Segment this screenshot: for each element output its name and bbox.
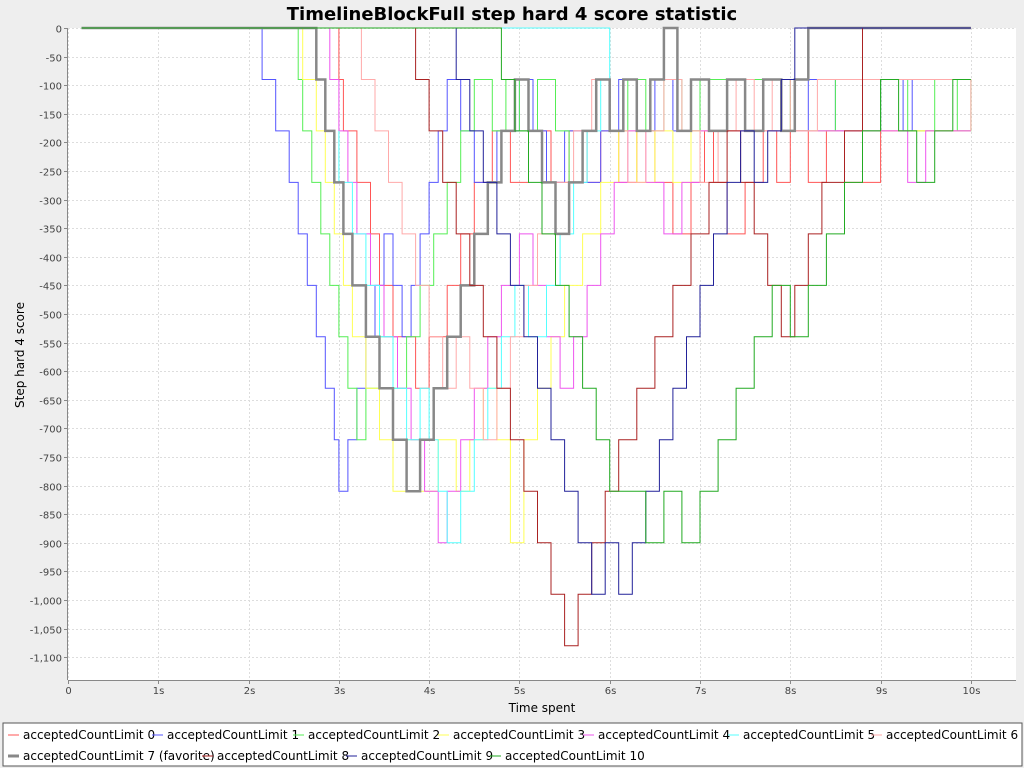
x-tick-label-8: 8s [785, 686, 797, 697]
legend-item-6: acceptedCountLimit 6 [886, 728, 1018, 742]
y-axis-label: Step hard 4 score [13, 302, 27, 408]
x-tick-label-5: 5s [514, 686, 526, 697]
series-line-10 [81, 27, 971, 544]
y-tick-label-7: -350 [39, 225, 62, 236]
legend-item-5: acceptedCountLimit 5 [743, 728, 875, 742]
y-tick-label-8: -400 [39, 254, 62, 265]
y-tick-label-21: -1,050 [30, 626, 62, 637]
y-tick-label-6: -300 [39, 197, 62, 208]
chart-title: TimelineBlockFull step hard 4 score stat… [287, 4, 737, 25]
legend-item-9: acceptedCountLimit 9 [361, 749, 493, 763]
legend-box [2, 722, 1023, 767]
y-tick-label-20: -1,000 [30, 597, 62, 608]
y-tick-label-3: -150 [39, 111, 62, 122]
x-tick-label-9: 9s [876, 686, 888, 697]
y-tick-label-0: 0 [56, 25, 62, 36]
x-tick-label-10: 10s [963, 686, 981, 697]
y-tick-label-11: -550 [39, 340, 62, 351]
x-tick-label-7: 7s [695, 686, 707, 697]
series-line-5 [81, 27, 611, 544]
y-tick-label-16: -800 [39, 483, 62, 494]
x-tick-label-2: 2s [244, 686, 256, 697]
x-tick-label-3: 3s [334, 686, 346, 697]
x-tick-label-0: 0 [65, 686, 71, 697]
y-tick-label-22: -1,100 [30, 654, 62, 665]
tick-layer: 0 -50 -100 -150 -200 -250 -300 -350 -400 -450 -500… [30, 25, 981, 698]
y-tick-label-5: -250 [39, 168, 62, 179]
x-tick-label-6: 6s [605, 686, 617, 697]
y-tick-label-2: -100 [39, 82, 62, 93]
legend-item-10: acceptedCountLimit 10 [505, 749, 645, 763]
legend-item-0: acceptedCountLimit 0 [23, 728, 155, 742]
y-tick-label-14: -700 [39, 425, 62, 436]
legend-item-8: acceptedCountLimit 8 [217, 749, 349, 763]
legend-item-3: acceptedCountLimit 3 [453, 728, 585, 742]
legend-item-7: acceptedCountLimit 7 (favorite) [23, 749, 215, 763]
y-tick-label-15: -750 [39, 454, 62, 465]
y-tick-label-9: -450 [39, 282, 62, 293]
y-tick-label-18: -900 [39, 540, 62, 551]
y-tick-label-19: -950 [39, 568, 62, 579]
legend-item-1: acceptedCountLimit 1 [167, 728, 299, 742]
legend-layer: acceptedCountLimit 0 acceptedCountLimit 1… [8, 728, 1018, 763]
series-line-9 [81, 27, 971, 595]
y-tick-label-12: -600 [39, 368, 62, 379]
plot-area [68, 28, 1016, 680]
legend-item-4: acceptedCountLimit 4 [598, 728, 730, 742]
x-tick-label-1: 1s [153, 686, 165, 697]
y-tick-label-17: -850 [39, 511, 62, 522]
x-axis-label: Time spent [508, 701, 576, 715]
y-tick-label-1: -50 [46, 54, 62, 65]
series-line-7 [81, 26, 971, 493]
y-tick-label-4: -200 [39, 139, 62, 150]
legend-item-2: acceptedCountLimit 2 [308, 728, 440, 742]
y-tick-label-10: -500 [39, 311, 62, 322]
series-layer [81, 26, 972, 647]
x-tick-label-4: 4s [424, 686, 436, 697]
y-tick-label-13: -650 [39, 397, 62, 408]
series-line-8 [81, 27, 971, 647]
